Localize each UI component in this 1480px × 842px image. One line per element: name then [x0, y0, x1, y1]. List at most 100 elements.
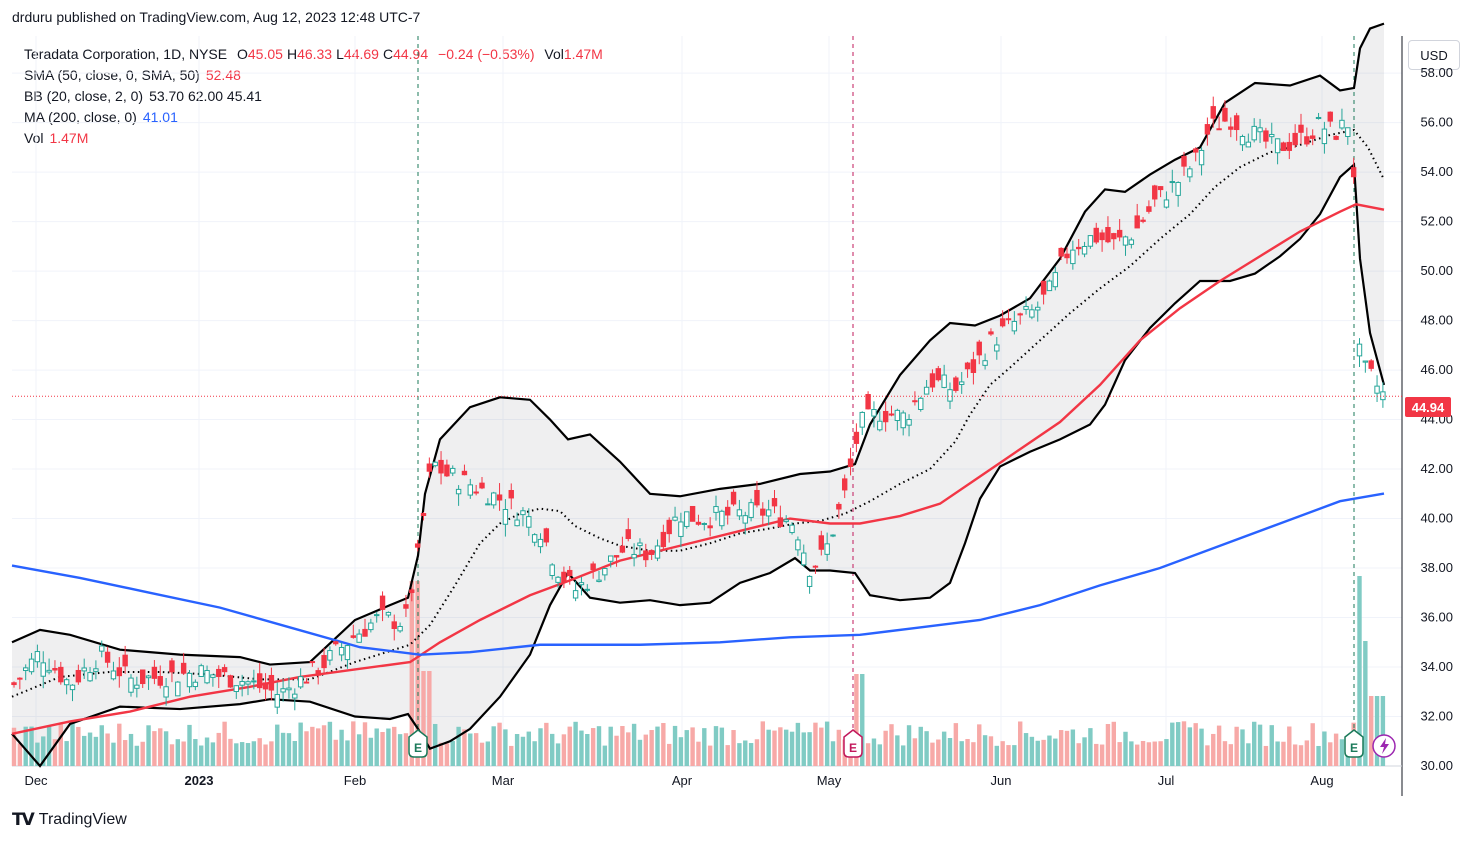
- candle-body: [1210, 106, 1216, 119]
- volume-bar: [977, 724, 982, 766]
- volume-bar: [128, 733, 134, 766]
- candle-body: [496, 494, 503, 501]
- volume-bar: [906, 725, 912, 766]
- earnings-marker-icon: [408, 729, 428, 758]
- lightning-glyph-icon: [1380, 738, 1389, 754]
- candle-body: [1076, 246, 1082, 250]
- volume-bar: [380, 732, 385, 766]
- candle-body: [104, 651, 111, 663]
- candle-body: [1052, 272, 1058, 288]
- volume-bar: [298, 722, 303, 766]
- volume-bar: [579, 730, 584, 766]
- y-tick-label: 52.00: [1420, 214, 1453, 229]
- candle-body: [1029, 309, 1035, 318]
- volume-bar: [64, 741, 69, 766]
- volume-bar: [901, 745, 906, 766]
- candle-body: [771, 498, 778, 507]
- volume-bar: [58, 723, 63, 766]
- y-tick-label: 38.00: [1420, 560, 1453, 575]
- volume-bar: [573, 721, 578, 766]
- candle-body: [894, 409, 901, 421]
- volume-bar: [1058, 730, 1064, 766]
- volume-bar: [655, 726, 660, 766]
- volume-bar: [485, 741, 491, 766]
- candle-body: [871, 409, 877, 417]
- candle-body: [116, 667, 122, 677]
- candle-body: [906, 419, 912, 426]
- volume-bar: [269, 741, 274, 766]
- volume-bar: [1146, 742, 1152, 766]
- volume-bar: [865, 743, 871, 766]
- volume-bar: [1281, 741, 1286, 766]
- candle-body: [180, 662, 187, 674]
- currency-button[interactable]: USD: [1408, 40, 1460, 70]
- candle-body: [409, 589, 415, 594]
- volume-bar: [772, 730, 777, 766]
- legend-indicator-row: SMA (50, close, 0, SMA, 50) 52.48: [24, 65, 603, 86]
- candle-body: [736, 509, 743, 517]
- candle-body: [701, 522, 707, 525]
- volume-bar: [392, 726, 397, 766]
- legend-indicator-row: Vol 1.47M: [24, 128, 603, 149]
- volume-bar: [1328, 742, 1333, 766]
- candle-body: [812, 565, 819, 568]
- candle-body: [432, 461, 438, 467]
- volume-bar: [1070, 729, 1076, 766]
- candle-body: [730, 491, 737, 505]
- tradingview-brand[interactable]: 𝗧𝗩 TradingView: [12, 810, 127, 830]
- volume-bar: [924, 731, 929, 766]
- volume-bar: [403, 733, 409, 766]
- candle-body: [1011, 320, 1018, 332]
- indicator-value: 53.70 62.00 45.41: [149, 88, 262, 104]
- volume-bar: [468, 733, 473, 766]
- bollinger-upper-line: [11, 22, 1385, 666]
- volume-bar: [620, 726, 625, 766]
- volume-bar: [1117, 742, 1122, 766]
- candle-body: [286, 687, 292, 691]
- volume-bar: [830, 741, 836, 766]
- candle-body: [689, 505, 696, 522]
- candle-body: [502, 508, 509, 525]
- candle-body: [280, 688, 286, 693]
- volume-bar: [696, 741, 701, 766]
- candle-body: [526, 516, 532, 528]
- candle-body: [643, 550, 649, 561]
- candle-body: [1269, 133, 1275, 138]
- volume-bar: [1047, 735, 1052, 766]
- candle-body: [619, 545, 626, 553]
- candle-body: [1187, 168, 1193, 178]
- earnings-marker-icon: [1344, 729, 1364, 758]
- candle-body: [859, 411, 865, 428]
- volume-bar: [1187, 727, 1193, 766]
- volume-bar: [181, 741, 186, 766]
- candle-body: [842, 478, 848, 491]
- candle-body: [654, 545, 661, 559]
- volume-bar: [930, 742, 935, 766]
- volume-bar: [1263, 745, 1269, 766]
- candle-body: [1146, 206, 1152, 212]
- volume-bar: [1322, 731, 1327, 766]
- volume-bar: [87, 732, 93, 766]
- candle-body: [1356, 343, 1363, 357]
- candle-body: [1380, 391, 1386, 401]
- candle-body: [426, 463, 433, 472]
- candle-body: [777, 517, 784, 527]
- volume-bar: [1018, 721, 1023, 766]
- y-tick-label: 40.00: [1420, 511, 1453, 526]
- candle-body: [549, 564, 555, 577]
- volume-bar: [520, 736, 526, 766]
- volume-bar: [555, 743, 561, 766]
- candle-body: [707, 525, 713, 529]
- candle-body: [666, 519, 672, 535]
- vol-label: Vol: [544, 46, 564, 62]
- volume-bar: [52, 739, 58, 766]
- candle-body: [292, 693, 298, 699]
- candle-body: [561, 571, 567, 583]
- candle-body: [1310, 135, 1316, 139]
- volume-bar: [17, 743, 23, 766]
- volume-bar: [509, 745, 514, 766]
- volume-bar: [386, 728, 391, 766]
- volume-bar: [690, 727, 695, 766]
- volume-bar: [1053, 738, 1058, 766]
